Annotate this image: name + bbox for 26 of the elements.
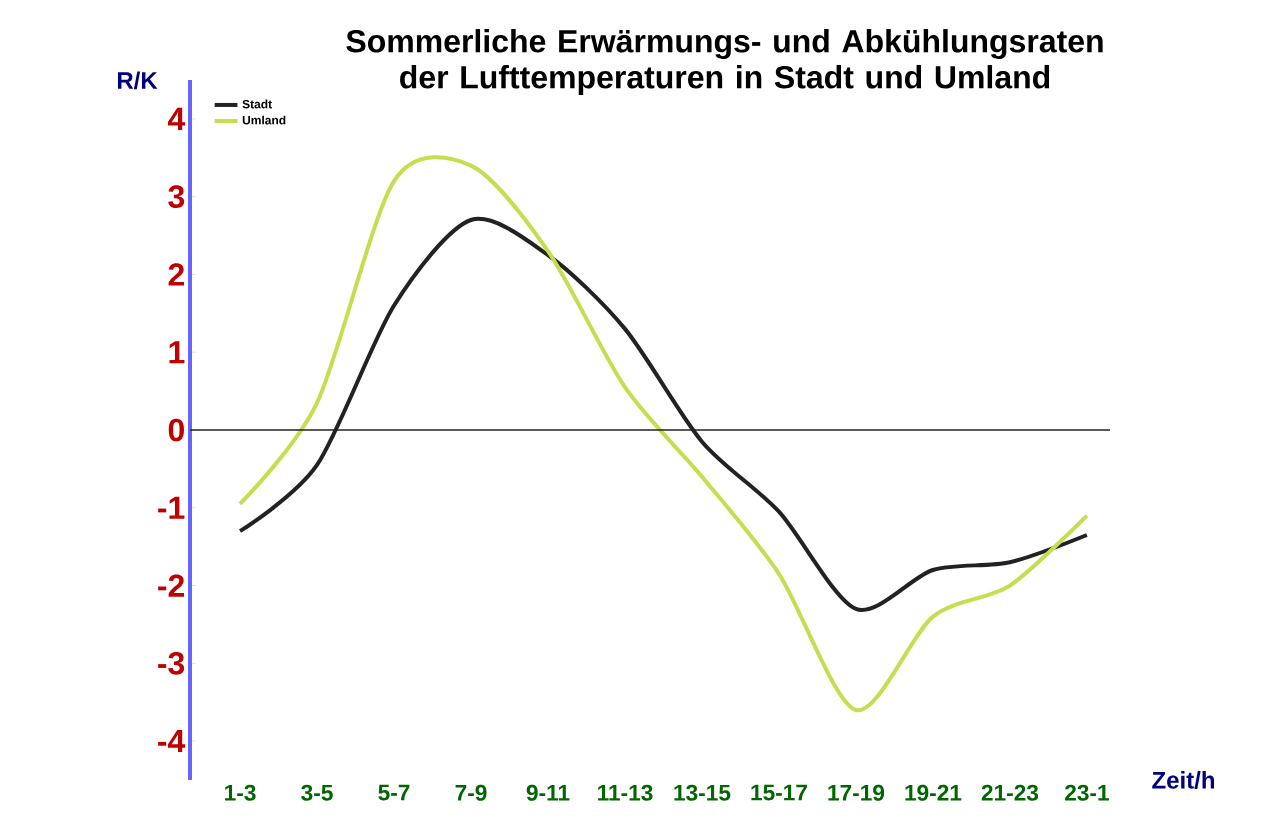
x-tick-label: 7-9	[455, 784, 487, 801]
x-tick-label: 21-23	[981, 784, 1039, 801]
y-tick-label: 0	[168, 418, 184, 442]
x-tick-label: 15-17	[751, 784, 807, 801]
y-tick-label: -1	[158, 496, 185, 519]
x-tick-label: 9-11	[526, 784, 570, 801]
x-tick-label: 1-3	[225, 784, 256, 801]
legend-label: Stadt	[242, 99, 272, 109]
x-tick-label: 17-19	[828, 784, 885, 801]
y-tick-label: 1	[169, 341, 185, 364]
y-tick-label: 4	[167, 107, 186, 130]
y-tick-label: 2	[168, 263, 185, 286]
chart-title: Sommerliche Erwärmungs- und Abkühlungsraten der Lufttemperaturen in Stadt und Umland	[346, 29, 1103, 95]
x-tick-label: 11-13	[598, 784, 653, 801]
y-tick-label: 3	[168, 185, 185, 209]
x-tick-label: 23-1	[1065, 784, 1109, 801]
x-axis-title: Zeit/h	[1152, 771, 1215, 789]
x-tick-label: 3-5	[301, 784, 333, 801]
legend-label: Umland	[242, 115, 286, 125]
y-axis-title: R/K	[117, 71, 158, 90]
x-tick-label: 5-7	[378, 784, 410, 801]
y-tick-label: -4	[158, 730, 186, 753]
y-tick-label: -3	[158, 651, 185, 675]
y-tick-label: -2	[158, 574, 185, 597]
x-tick-label: 19-21	[905, 784, 962, 801]
x-tick-label: 13-15	[674, 784, 731, 801]
